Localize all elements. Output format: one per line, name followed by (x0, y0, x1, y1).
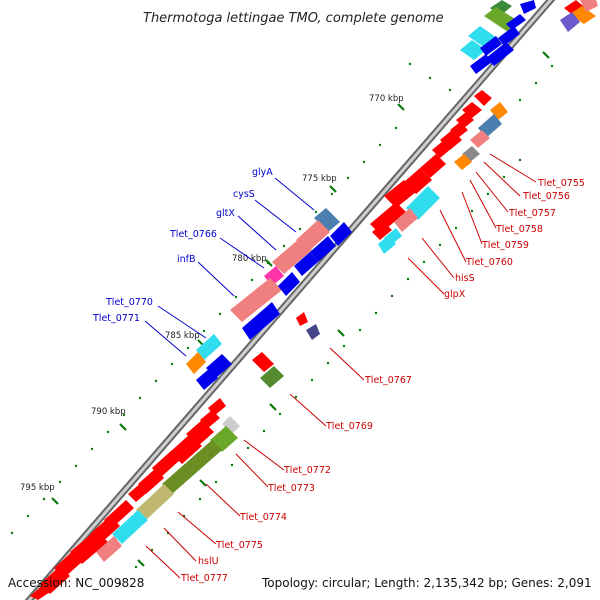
topology-text: Topology: circular; Length: 2,135,342 bp… (261, 576, 592, 590)
gene-label-Tlet_0774[interactable]: Tlet_0774 (239, 512, 287, 523)
scale-label-770: 770 kbp (369, 94, 404, 104)
gene-label-cysS[interactable]: cysS (233, 189, 255, 200)
gene-labels-blue: glyA cysS gltX Tlet_0766 infB Tlet_0770 … (92, 167, 273, 324)
gene-label-gltX[interactable]: gltX (216, 208, 235, 219)
gene-label-glyA[interactable]: glyA (252, 167, 273, 178)
accession-text: Accession: NC_009828 (8, 576, 144, 590)
gene-label-hslU[interactable]: hslU (198, 556, 219, 567)
gene-labels-red: Tlet_0755 Tlet_0756 Tlet_0757 Tlet_0758 … (180, 178, 585, 584)
gene-cluster-top (460, 0, 598, 74)
scale-label-780: 780 kbp (232, 254, 267, 264)
gene-track-reverse-left (196, 222, 352, 390)
gene-label-infB[interactable]: infB (177, 254, 196, 265)
scale-label-790: 790 kbp (91, 407, 126, 417)
map-title: Thermotoga lettingae TMO, complete genom… (143, 11, 444, 26)
gene-track-forward-right (30, 90, 492, 600)
gene-bands-left (186, 208, 340, 374)
scale-dots (10, 62, 554, 586)
gene-bands-right (96, 102, 508, 562)
gene-label-Tlet_0760[interactable]: Tlet_0760 (465, 257, 513, 268)
gene-label-Tlet_0756[interactable]: Tlet_0756 (522, 191, 570, 202)
gene-label-Tlet_0767[interactable]: Tlet_0767 (364, 375, 412, 386)
gene-label-Tlet_0769[interactable]: Tlet_0769 (325, 421, 373, 432)
gene-label-Tlet_0772[interactable]: Tlet_0772 (283, 465, 331, 476)
gene-label-Tlet_0771[interactable]: Tlet_0771 (92, 313, 140, 324)
scale-labels: 770 kbp 775 kbp 780 kbp 785 kbp 790 kbp … (20, 94, 404, 493)
scale-label-795: 795 kbp (20, 483, 55, 493)
gene-label-Tlet_0775[interactable]: Tlet_0775 (215, 540, 263, 551)
gene-label-Tlet_0777[interactable]: Tlet_0777 (180, 573, 228, 584)
gene-label-Tlet_0758[interactable]: Tlet_0758 (495, 224, 543, 235)
label-leaders-red (145, 153, 537, 579)
gene-label-Tlet_0766[interactable]: Tlet_0766 (169, 229, 217, 240)
gene-label-Tlet_0759[interactable]: Tlet_0759 (481, 240, 529, 251)
scale-label-785: 785 kbp (165, 331, 200, 341)
gene-label-Tlet_0770[interactable]: Tlet_0770 (105, 297, 153, 308)
gene-label-glpX[interactable]: glpX (444, 289, 466, 300)
label-leaders-blue (144, 177, 315, 357)
scale-label-775: 775 kbp (302, 174, 337, 184)
genome-backbone (24, 0, 556, 600)
gene-label-Tlet_0755[interactable]: Tlet_0755 (537, 178, 585, 189)
gene-label-hisS[interactable]: hisS (455, 273, 475, 284)
gene-label-Tlet_0757[interactable]: Tlet_0757 (508, 208, 556, 219)
gene-label-Tlet_0773[interactable]: Tlet_0773 (267, 483, 315, 494)
